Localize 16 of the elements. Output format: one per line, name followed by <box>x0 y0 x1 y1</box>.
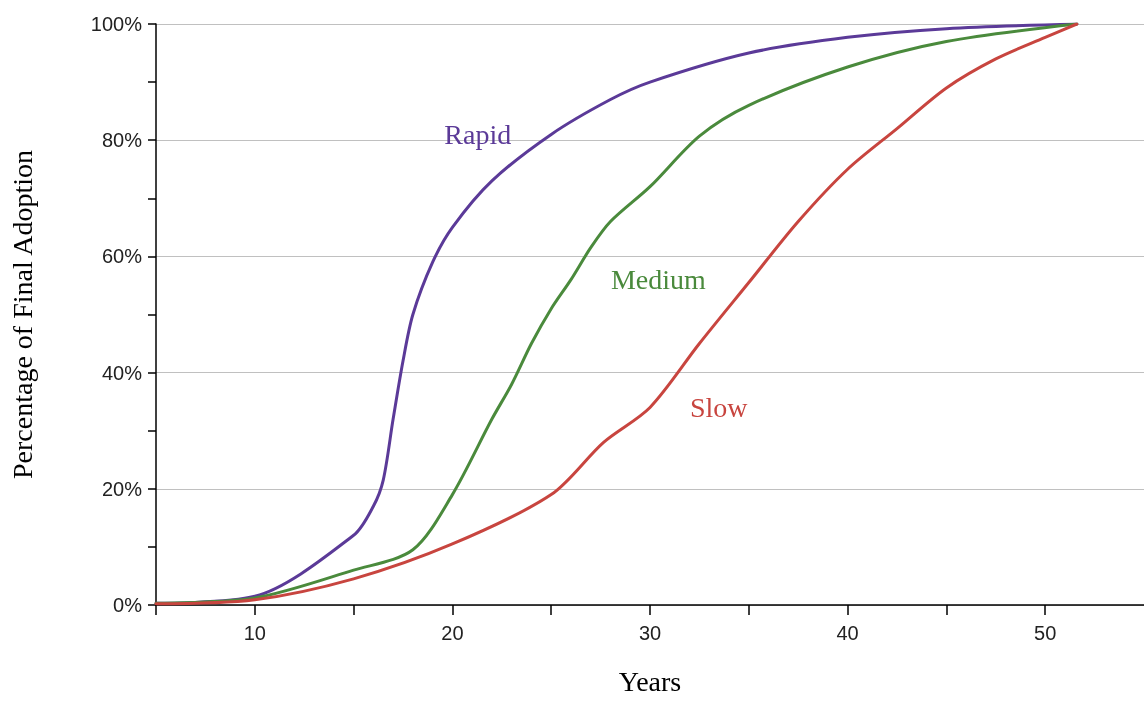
series-label: Medium <box>610 264 707 296</box>
x-tick-label: 10 <box>243 622 266 644</box>
y-tick-label: 40% <box>101 361 143 384</box>
x-axis-title: Years <box>618 665 682 697</box>
x-tick-label: 50 <box>1034 622 1057 644</box>
x-tick-label: 20 <box>441 622 464 644</box>
y-axis-title: Percentage of Final Adoption <box>6 150 38 479</box>
series-label: Rapid <box>444 118 512 150</box>
series-label: Slow <box>690 391 749 423</box>
x-tick-label: 40 <box>836 622 859 644</box>
y-tick-label: 60% <box>101 245 143 268</box>
y-tick-label: 80% <box>101 129 143 152</box>
y-tick-label: 20% <box>101 477 143 500</box>
y-tick-label: 100% <box>90 13 143 35</box>
x-tick-label: 30 <box>638 622 662 644</box>
y-tick-label: 0% <box>113 594 143 616</box>
